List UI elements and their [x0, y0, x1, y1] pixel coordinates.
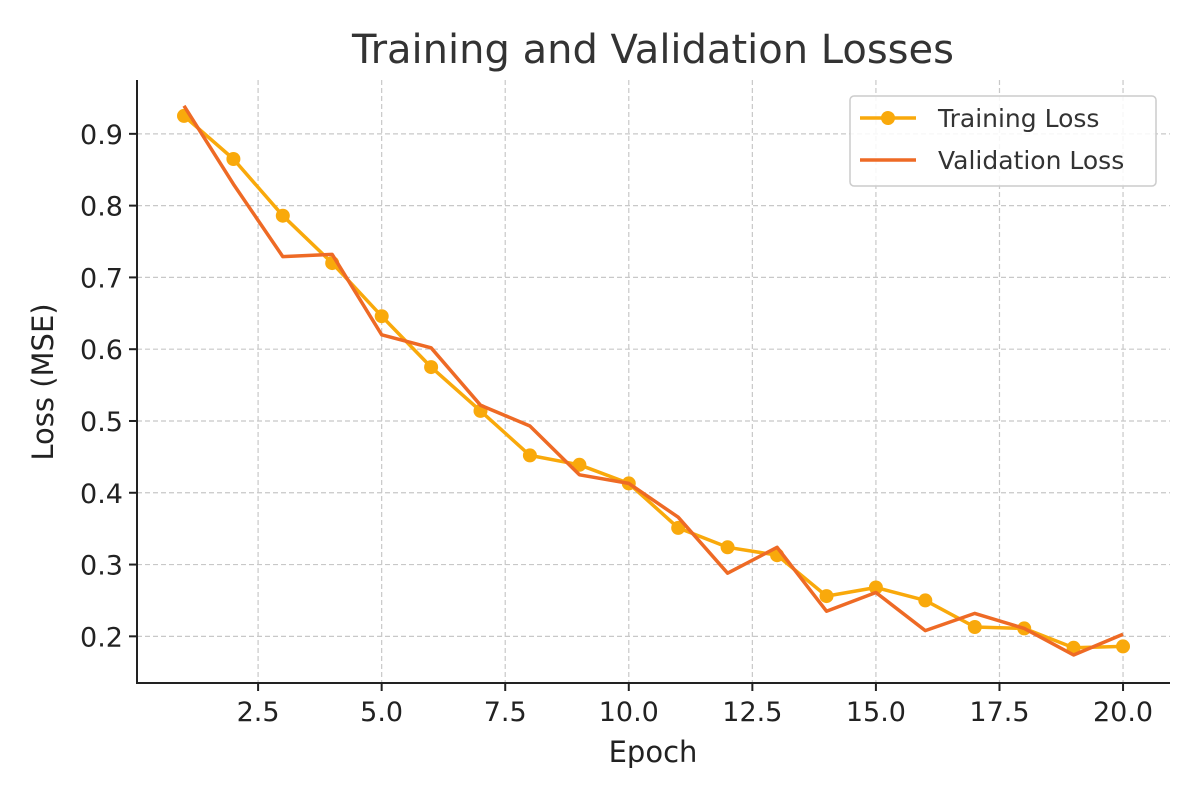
legend-training-marker — [881, 111, 895, 125]
training-loss-point — [671, 520, 686, 535]
y-tick-label: 0.6 — [80, 335, 123, 366]
training-loss-point — [275, 208, 290, 223]
y-axis-ticks: 0.2 0.3 0.4 0.5 0.6 0.7 0.8 0.9 — [80, 120, 137, 653]
x-tick-label: 12.5 — [722, 697, 782, 728]
training-loss-point — [424, 360, 439, 375]
training-loss-point — [1116, 639, 1130, 654]
training-loss-point — [572, 457, 587, 472]
x-tick-label: 20.0 — [1093, 697, 1153, 728]
legend-training-label: Training Loss — [937, 104, 1099, 133]
y-tick-label: 0.8 — [80, 192, 123, 223]
y-tick-label: 0.3 — [80, 551, 123, 582]
x-tick-label: 15.0 — [846, 697, 906, 728]
training-loss-point — [868, 580, 883, 595]
y-axis-label: Loss (MSE) — [26, 303, 60, 460]
training-loss-point — [226, 152, 241, 166]
y-tick-label: 0.2 — [80, 622, 123, 653]
y-tick-label: 0.4 — [80, 479, 123, 510]
training-loss-line — [182, 114, 1124, 650]
training-loss-point — [720, 540, 735, 555]
legend-validation-label: Validation Loss — [938, 146, 1124, 175]
chart-title: Training and Validation Losses — [351, 27, 954, 73]
training-loss-point — [918, 593, 933, 608]
training-loss-point — [522, 448, 537, 463]
validation-loss-line — [182, 104, 1124, 657]
x-tick-label: 2.5 — [237, 697, 280, 728]
series-layer — [177, 104, 1130, 657]
y-tick-label: 0.5 — [80, 407, 123, 438]
training-loss-point — [819, 589, 834, 604]
y-tick-label: 0.7 — [80, 263, 123, 294]
x-tick-label: 17.5 — [969, 697, 1029, 728]
x-tick-label: 10.0 — [599, 697, 659, 728]
x-axis-ticks: 2.5 5.0 7.5 10.0 12.5 15.0 17.5 20.0 — [237, 683, 1153, 728]
x-tick-label: 5.0 — [360, 697, 403, 728]
training-loss-point — [374, 309, 389, 324]
y-tick-label: 0.9 — [80, 120, 123, 151]
x-tick-label: 7.5 — [484, 697, 527, 728]
x-axis-label: Epoch — [609, 735, 698, 769]
legend: Training Loss Validation Loss — [849, 95, 1157, 187]
training-loss-point — [967, 620, 982, 634]
legend-box — [849, 95, 1157, 187]
